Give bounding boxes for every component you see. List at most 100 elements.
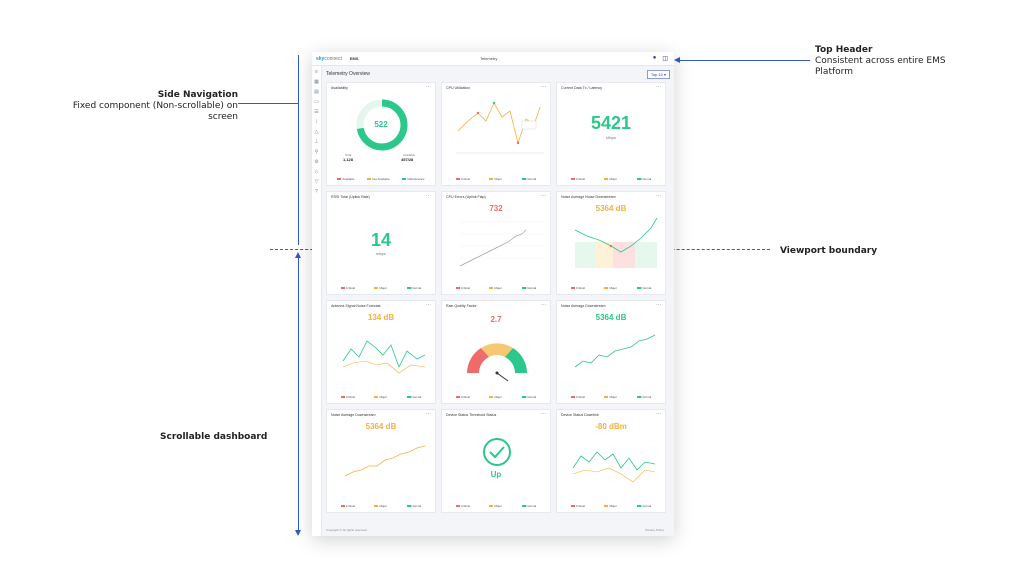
user-menu-icon[interactable]: ◫ <box>662 56 668 62</box>
link-icon[interactable]: ⚲ <box>314 149 319 155</box>
chart-icon[interactable]: ▤ <box>314 89 319 95</box>
top-header-annotation: Top Header Consistent across entire EMS … <box>815 45 946 77</box>
info-icon[interactable]: ⅰ <box>315 119 318 125</box>
available-value: 457/28 <box>401 157 414 162</box>
copyright-text: Copyright © All rights reserved <box>326 528 367 532</box>
availability-donut <box>356 99 408 151</box>
data-tx-value: 5421 <box>590 113 632 133</box>
page-title: Telemetry Overview <box>326 71 370 77</box>
available-label: Available <box>403 153 416 157</box>
menu-icon[interactable]: ≡ <box>315 69 318 75</box>
help-icon[interactable]: ? <box>315 189 318 195</box>
side-nav-line <box>238 103 298 104</box>
header-center-title: Telemetry <box>480 56 498 61</box>
top-header-line <box>680 60 810 61</box>
legend: Available Not Available Maintenance <box>331 177 431 181</box>
noise-average-value: 5364 dB <box>595 313 627 322</box>
left-vertical-top-line <box>298 55 299 245</box>
rssi-unit: mbps <box>376 251 386 256</box>
dashboard-screen: skyconnect EMS Telemetry ● ◫ ≡ ▦ ▤ ▭ ☰ ⅰ… <box>312 52 674 536</box>
legend: Critical Major Normal <box>561 286 661 290</box>
footer: Copyright © All rights reserved Privacy … <box>326 528 664 532</box>
viewport-annotation: Viewport boundary <box>780 246 878 256</box>
rssi-value: 14 <box>370 230 392 250</box>
cpu-line-chart <box>456 101 544 154</box>
legend: Critical Major Normal <box>561 177 661 181</box>
availability-card[interactable]: Availability ··· 522 Total 1,128 Availab… <box>326 82 436 186</box>
main-content: Telemetry Overview Top 10 ▾ Availability… <box>326 68 670 513</box>
settings-icon[interactable]: ⚙ <box>314 159 319 165</box>
cpu-errors-card[interactable]: CPU Errors (Uplink Flap) ··· 732 Critica… <box>441 191 551 295</box>
bell-icon[interactable]: ● <box>652 55 657 61</box>
top-header: skyconnect EMS Telemetry ● ◫ <box>312 52 674 66</box>
more-icon[interactable]: ··· <box>656 84 661 90</box>
legend: Critical Major Normal <box>331 504 431 508</box>
data-tx-card[interactable]: Current Data Tx / Latency ··· 5421 Mbps … <box>556 82 666 186</box>
topology-icon[interactable]: △ <box>314 129 319 135</box>
scroll-vertical-line <box>298 256 299 532</box>
widget-grid: Availability ··· 522 Total 1,128 Availab… <box>326 82 670 513</box>
cpu-errors-line-chart <box>459 221 542 267</box>
card-title: Noise Average Downstream <box>561 304 606 308</box>
noise-average-card-2[interactable]: Noise Average Downstream ··· 5364 dB Cri… <box>326 409 436 513</box>
downlink-line-chart <box>572 451 656 483</box>
network-icon[interactable]: ⊥ <box>314 139 319 145</box>
card-title: Availability <box>331 86 348 90</box>
noise-average-line-chart-2 <box>344 445 426 477</box>
cpu-utilization-card[interactable]: CPU Utilization ··· Critical Major Norma… <box>441 82 551 186</box>
more-icon[interactable]: ··· <box>426 193 431 199</box>
dashboard-icon[interactable]: ▦ <box>314 79 319 85</box>
more-icon[interactable]: ··· <box>541 411 546 417</box>
brand-logo[interactable]: skyconnect <box>316 55 342 62</box>
noise-value: 5364 dB <box>595 204 627 213</box>
side-nav-annotation: Side Navigation Fixed component (Non-scr… <box>72 90 238 122</box>
card-title: RSSI Total (Uplink Rate) <box>331 195 370 199</box>
noise-average-line-chart <box>574 334 656 368</box>
filter-icon[interactable]: ▽ <box>314 179 319 185</box>
legend: Critical Major Normal <box>561 395 661 399</box>
legend: Critical Major Normal <box>561 504 661 508</box>
device-status-card[interactable]: Device Status Threshold Status ··· Up Cr… <box>441 409 551 513</box>
antenna-noise-card[interactable]: Antenna Signal Noise Forecast ··· 134 dB… <box>326 300 436 404</box>
scroll-down-arrow-icon <box>295 530 301 536</box>
total-label: Total <box>345 153 352 157</box>
more-icon[interactable]: ··· <box>541 84 546 90</box>
check-circle-icon <box>483 438 511 466</box>
more-icon[interactable]: ··· <box>656 302 661 308</box>
total-value: 1,128 <box>343 157 354 162</box>
card-title: Antenna Signal Noise Forecast <box>331 304 381 308</box>
legend: Critical Major Normal <box>446 395 546 399</box>
legend: Critical Major Normal <box>331 395 431 399</box>
more-icon[interactable]: ··· <box>426 411 431 417</box>
card-title: Current Data Tx / Latency <box>561 86 603 90</box>
list-icon[interactable]: ☰ <box>314 109 319 115</box>
noise-downstream-card[interactable]: Noise Average Noise Downstream ··· 5364 … <box>556 191 666 295</box>
card-title: Device Status Threshold Status <box>446 413 497 417</box>
card-title: Noise Average Downstream <box>331 413 376 417</box>
side-navigation: ≡ ▦ ▤ ▭ ☰ ⅰ △ ⊥ ⚲ ⚙ ◇ ▽ ? <box>312 66 322 536</box>
legend: Critical Major Normal <box>331 286 431 290</box>
card-title: Device Status Downlink <box>561 413 599 417</box>
downlink-card[interactable]: Device Status Downlink ··· -80 dBm Criti… <box>556 409 666 513</box>
rain-quality-card[interactable]: Rain Quality Factor ··· 2.7 Critical Maj… <box>441 300 551 404</box>
more-icon[interactable]: ··· <box>541 193 546 199</box>
more-icon[interactable]: ··· <box>656 411 661 417</box>
noise-band-chart <box>574 217 658 268</box>
time-range-select[interactable]: Top 10 ▾ <box>646 69 670 79</box>
availability-value: 522 <box>374 120 388 129</box>
alert-icon[interactable]: ◇ <box>314 169 319 175</box>
devices-icon[interactable]: ▭ <box>314 99 319 105</box>
privacy-link[interactable]: Privacy Policy <box>645 528 664 532</box>
more-icon[interactable]: ··· <box>656 193 661 199</box>
antenna-line-chart <box>342 340 426 374</box>
legend: Critical Major Normal <box>446 177 546 181</box>
more-icon[interactable]: ··· <box>426 84 431 90</box>
noise-average-card[interactable]: Noise Average Downstream ··· 5364 dB Cri… <box>556 300 666 404</box>
rain-quality-value: 2.7 <box>490 315 502 324</box>
more-icon[interactable]: ··· <box>541 302 546 308</box>
legend: Critical Major Normal <box>446 286 546 290</box>
card-title: Rain Quality Factor <box>446 304 477 308</box>
more-icon[interactable]: ··· <box>426 302 431 308</box>
rssi-card[interactable]: RSSI Total (Uplink Rate) ··· 14 mbps Cri… <box>326 191 436 295</box>
data-tx-unit: Mbps <box>606 135 616 140</box>
